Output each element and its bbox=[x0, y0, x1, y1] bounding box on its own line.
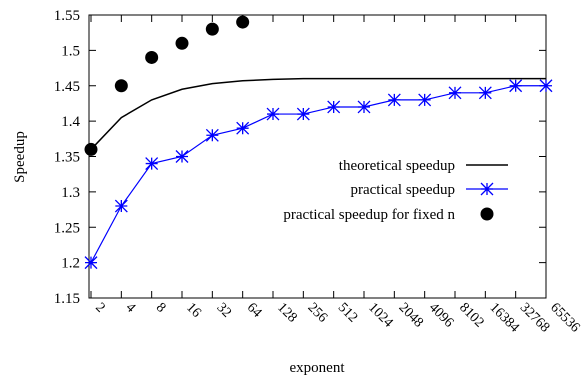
practical-speedup-point bbox=[84, 256, 98, 270]
x-tick-label: 2048 bbox=[396, 300, 426, 330]
series-layer bbox=[84, 15, 553, 270]
legend-label: theoretical speedup bbox=[339, 158, 455, 174]
legend-marker bbox=[480, 182, 494, 196]
practical-speedup-line bbox=[90, 85, 546, 263]
fixed-n-point bbox=[205, 22, 219, 36]
practical-speedup-point bbox=[539, 79, 553, 93]
legend-label: practical speedup for fixed n bbox=[283, 207, 455, 223]
y-tick-label: 1.25 bbox=[54, 220, 80, 236]
x-tick-label: 1024 bbox=[365, 300, 395, 330]
x-tick-label: 4096 bbox=[426, 300, 456, 330]
x-tick-label: 32768 bbox=[517, 300, 552, 335]
practical-speedup-point bbox=[418, 93, 432, 107]
x-tick-label: 64 bbox=[244, 300, 265, 321]
practical-speedup-point bbox=[145, 157, 159, 171]
y-tick-label: 1.4 bbox=[61, 114, 80, 130]
x-tick-label: 65536 bbox=[547, 300, 582, 335]
practical-speedup-point bbox=[205, 128, 219, 142]
practical-speedup-point bbox=[327, 100, 341, 114]
y-axis-label: Speedup bbox=[12, 131, 28, 183]
practical-speedup-point bbox=[114, 199, 128, 213]
x-tick-label: 8102 bbox=[456, 300, 486, 330]
fixed-n-point bbox=[145, 50, 159, 64]
series-1 bbox=[84, 79, 553, 270]
fixed-n-point bbox=[236, 15, 250, 29]
practical-speedup-point bbox=[266, 107, 280, 121]
y-tick-label: 1.5 bbox=[61, 43, 80, 59]
practical-speedup-point bbox=[387, 93, 401, 107]
y-tick-label: 1.3 bbox=[61, 185, 80, 201]
x-axis-ticks: 2 4 8 16 32 64 128 256 512 1024 2048 4096 8102 163843… bbox=[90, 15, 583, 336]
practical-speedup-point bbox=[175, 150, 189, 163]
fixed-n-point bbox=[175, 36, 189, 50]
x-tick-label: 512 bbox=[335, 300, 360, 325]
x-tick-label: 32 bbox=[214, 300, 235, 321]
x-tick-label: 16 bbox=[183, 300, 204, 321]
legend-marker bbox=[480, 207, 494, 221]
fixed-n-point bbox=[114, 79, 128, 93]
fixed-n-point bbox=[84, 142, 98, 156]
x-tick-label: 8 bbox=[153, 300, 169, 316]
x-tick-label: 16384 bbox=[487, 300, 522, 335]
y-tick-label: 1.2 bbox=[61, 256, 80, 272]
theoretical-speedup-line bbox=[90, 77, 546, 150]
x-axis-label: exponent bbox=[290, 360, 346, 376]
x-tick-label: 4 bbox=[123, 300, 139, 316]
y-tick-label: 1.55 bbox=[54, 8, 80, 24]
practical-speedup-point bbox=[448, 86, 462, 100]
y-tick-label: 1.45 bbox=[54, 79, 80, 95]
x-tick-label: 2 bbox=[92, 300, 108, 316]
series-2 bbox=[84, 15, 250, 156]
series-0 bbox=[90, 77, 546, 150]
practical-speedup-point bbox=[509, 79, 523, 93]
x-tick-label: 256 bbox=[305, 300, 330, 325]
practical-speedup-point bbox=[236, 121, 250, 135]
y-tick-label: 1.15 bbox=[54, 291, 80, 307]
legend: theoretical speedup practical speedup prac… bbox=[283, 158, 508, 223]
practical-speedup-point bbox=[296, 107, 310, 121]
practical-speedup-point bbox=[478, 86, 492, 100]
y-tick-label: 1.35 bbox=[54, 150, 80, 166]
practical-speedup-point bbox=[357, 100, 371, 114]
legend-label: practical speedup bbox=[350, 182, 455, 198]
y-axis-ticks: 1.15 1.2 1.25 1.3 1.35 1.4 1.45 1.5 1.55 bbox=[54, 8, 546, 307]
x-tick-label: 128 bbox=[274, 300, 299, 325]
